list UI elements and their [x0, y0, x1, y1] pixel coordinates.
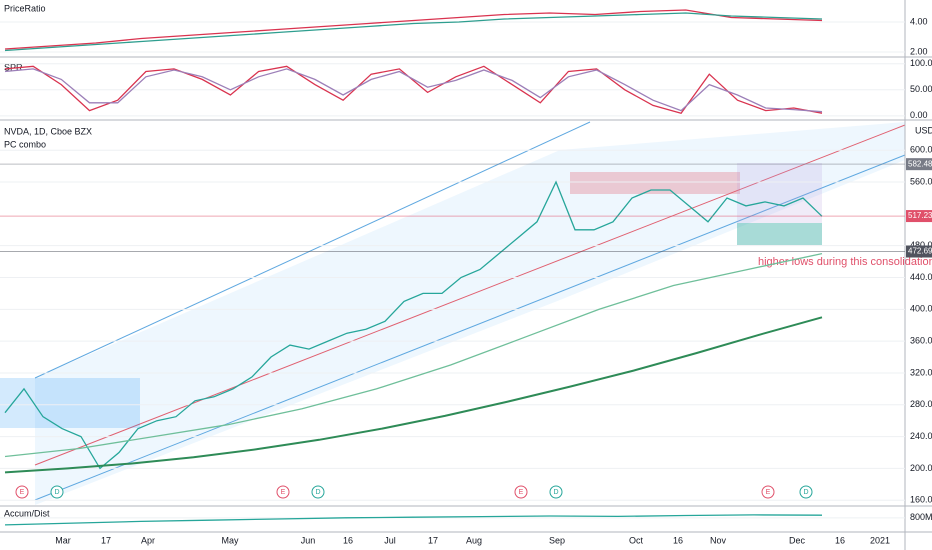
event-marker-label: E — [766, 489, 771, 496]
y-tick-label: 0.00 — [910, 110, 928, 120]
y-tick-label: 320.00 — [910, 367, 932, 377]
event-marker — [311, 485, 325, 499]
y-tick-label: 160.00 — [910, 495, 932, 505]
x-tick-label: Mar — [55, 535, 71, 545]
event-marker — [15, 485, 29, 499]
channel-lower — [34, 154, 906, 501]
y-tick-label: 240.00 — [910, 431, 932, 441]
y-tick-label: 280.00 — [910, 399, 932, 409]
x-tick-label: 17 — [101, 535, 111, 545]
y-tick-label: 560.00 — [910, 176, 932, 186]
event-marker-label: D — [54, 489, 59, 496]
series-line — [4, 9, 823, 50]
annotation: higher lows during this consolidation — [758, 256, 932, 268]
x-tick-label: Aug — [466, 535, 482, 545]
event-marker-label: D — [803, 489, 808, 496]
price-label-box — [906, 158, 932, 171]
event-marker — [761, 485, 775, 499]
pane-title: NVDA, 1D, Cboe BZX — [4, 126, 92, 136]
x-tick-label: Jun — [301, 535, 316, 545]
price-label: 472.69 — [908, 247, 932, 256]
event-marker-label: E — [519, 489, 524, 496]
event-marker-label: D — [553, 489, 558, 496]
y-tick-label: 360.00 — [910, 336, 932, 346]
x-tick-label: Sep — [549, 535, 565, 545]
event-marker-label: E — [281, 489, 286, 496]
price-label: 582.48 — [908, 159, 932, 168]
y-tick-label: 600.00 — [910, 145, 932, 155]
zone-purple — [737, 163, 822, 223]
x-tick-label: 2021 — [870, 535, 890, 545]
pane-title: PriceRatio — [4, 3, 46, 13]
zone-blue — [0, 378, 140, 428]
x-tick-label: 16 — [673, 535, 683, 545]
event-marker — [514, 485, 528, 499]
price-label-box — [906, 245, 932, 258]
zone-green — [737, 223, 822, 245]
x-tick-label: May — [221, 535, 239, 545]
pane-title: Accum/Dist — [4, 508, 50, 518]
event-marker — [50, 485, 64, 499]
channel-upper — [34, 121, 591, 379]
series-line — [4, 252, 823, 458]
x-tick-label: Oct — [629, 535, 644, 545]
y-tick-label: 100.00 — [910, 58, 932, 68]
pane-subtitle: PC combo — [4, 139, 46, 149]
price-label-box — [906, 210, 932, 223]
y-tick-label: 200.00 — [910, 463, 932, 473]
price-label: 517.23 — [908, 211, 932, 220]
x-tick-label: 16 — [343, 535, 353, 545]
y-tick-label: 480.00 — [910, 240, 932, 250]
event-marker-label: D — [315, 489, 320, 496]
series-line — [4, 12, 823, 52]
y-tick-label: 2.00 — [910, 46, 928, 56]
channel — [0, 121, 906, 505]
pane-title: SPR — [4, 62, 23, 72]
series-line — [4, 68, 823, 113]
y-tick-label: 440.00 — [910, 272, 932, 282]
y-tick-label: 4.00 — [910, 16, 928, 26]
series-line — [4, 316, 823, 474]
zone-red — [570, 172, 740, 194]
event-marker — [799, 485, 813, 499]
y-tick-label: 50.00 — [910, 84, 932, 94]
x-tick-label: 16 — [835, 535, 845, 545]
series-line — [4, 514, 823, 526]
x-tick-label: Apr — [141, 535, 155, 545]
unit-label: USD — [915, 125, 932, 135]
event-marker-label: E — [20, 489, 25, 496]
x-tick-label: Jul — [384, 535, 396, 545]
x-tick-label: 17 — [428, 535, 438, 545]
event-marker — [276, 485, 290, 499]
x-tick-label: Nov — [710, 535, 727, 545]
event-marker — [549, 485, 563, 499]
y-tick-label: 800M — [910, 512, 932, 522]
channel-fill — [35, 122, 905, 505]
x-tick-label: Dec — [789, 535, 806, 545]
series-line — [4, 180, 823, 470]
y-tick-label: 400.00 — [910, 304, 932, 314]
